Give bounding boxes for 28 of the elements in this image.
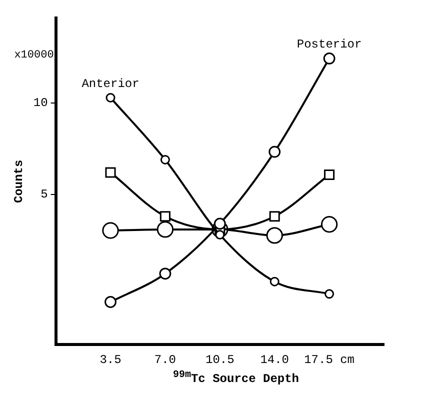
x-tick-label: 3.5	[100, 352, 122, 367]
point	[160, 211, 170, 222]
x-tick-label: 17.5 cm	[304, 352, 355, 367]
x-axis-title: $^{99m}$Tc Source Depth	[172, 370, 300, 386]
x-tick-label: 7.0	[154, 352, 176, 367]
point	[269, 211, 280, 222]
x-tick-label: 14.0	[260, 352, 290, 367]
y-tick-label: 5	[40, 187, 48, 202]
point	[268, 146, 281, 158]
series-label: Anterior	[82, 76, 140, 91]
point	[324, 289, 334, 299]
text: x10000	[14, 50, 54, 62]
point	[266, 227, 283, 244]
point	[270, 276, 280, 286]
point	[320, 216, 338, 233]
point	[104, 296, 116, 308]
point	[160, 154, 170, 164]
point	[105, 167, 116, 178]
point	[156, 221, 174, 238]
point	[106, 92, 116, 102]
point	[323, 52, 336, 64]
point	[102, 222, 119, 239]
point	[324, 169, 335, 180]
point	[159, 268, 172, 280]
y-tick-label: 10	[33, 96, 48, 110]
x-tick-label: 10.5	[205, 352, 234, 367]
series-label: Posterior	[296, 38, 362, 52]
y-axis-title: Counts	[12, 160, 26, 204]
